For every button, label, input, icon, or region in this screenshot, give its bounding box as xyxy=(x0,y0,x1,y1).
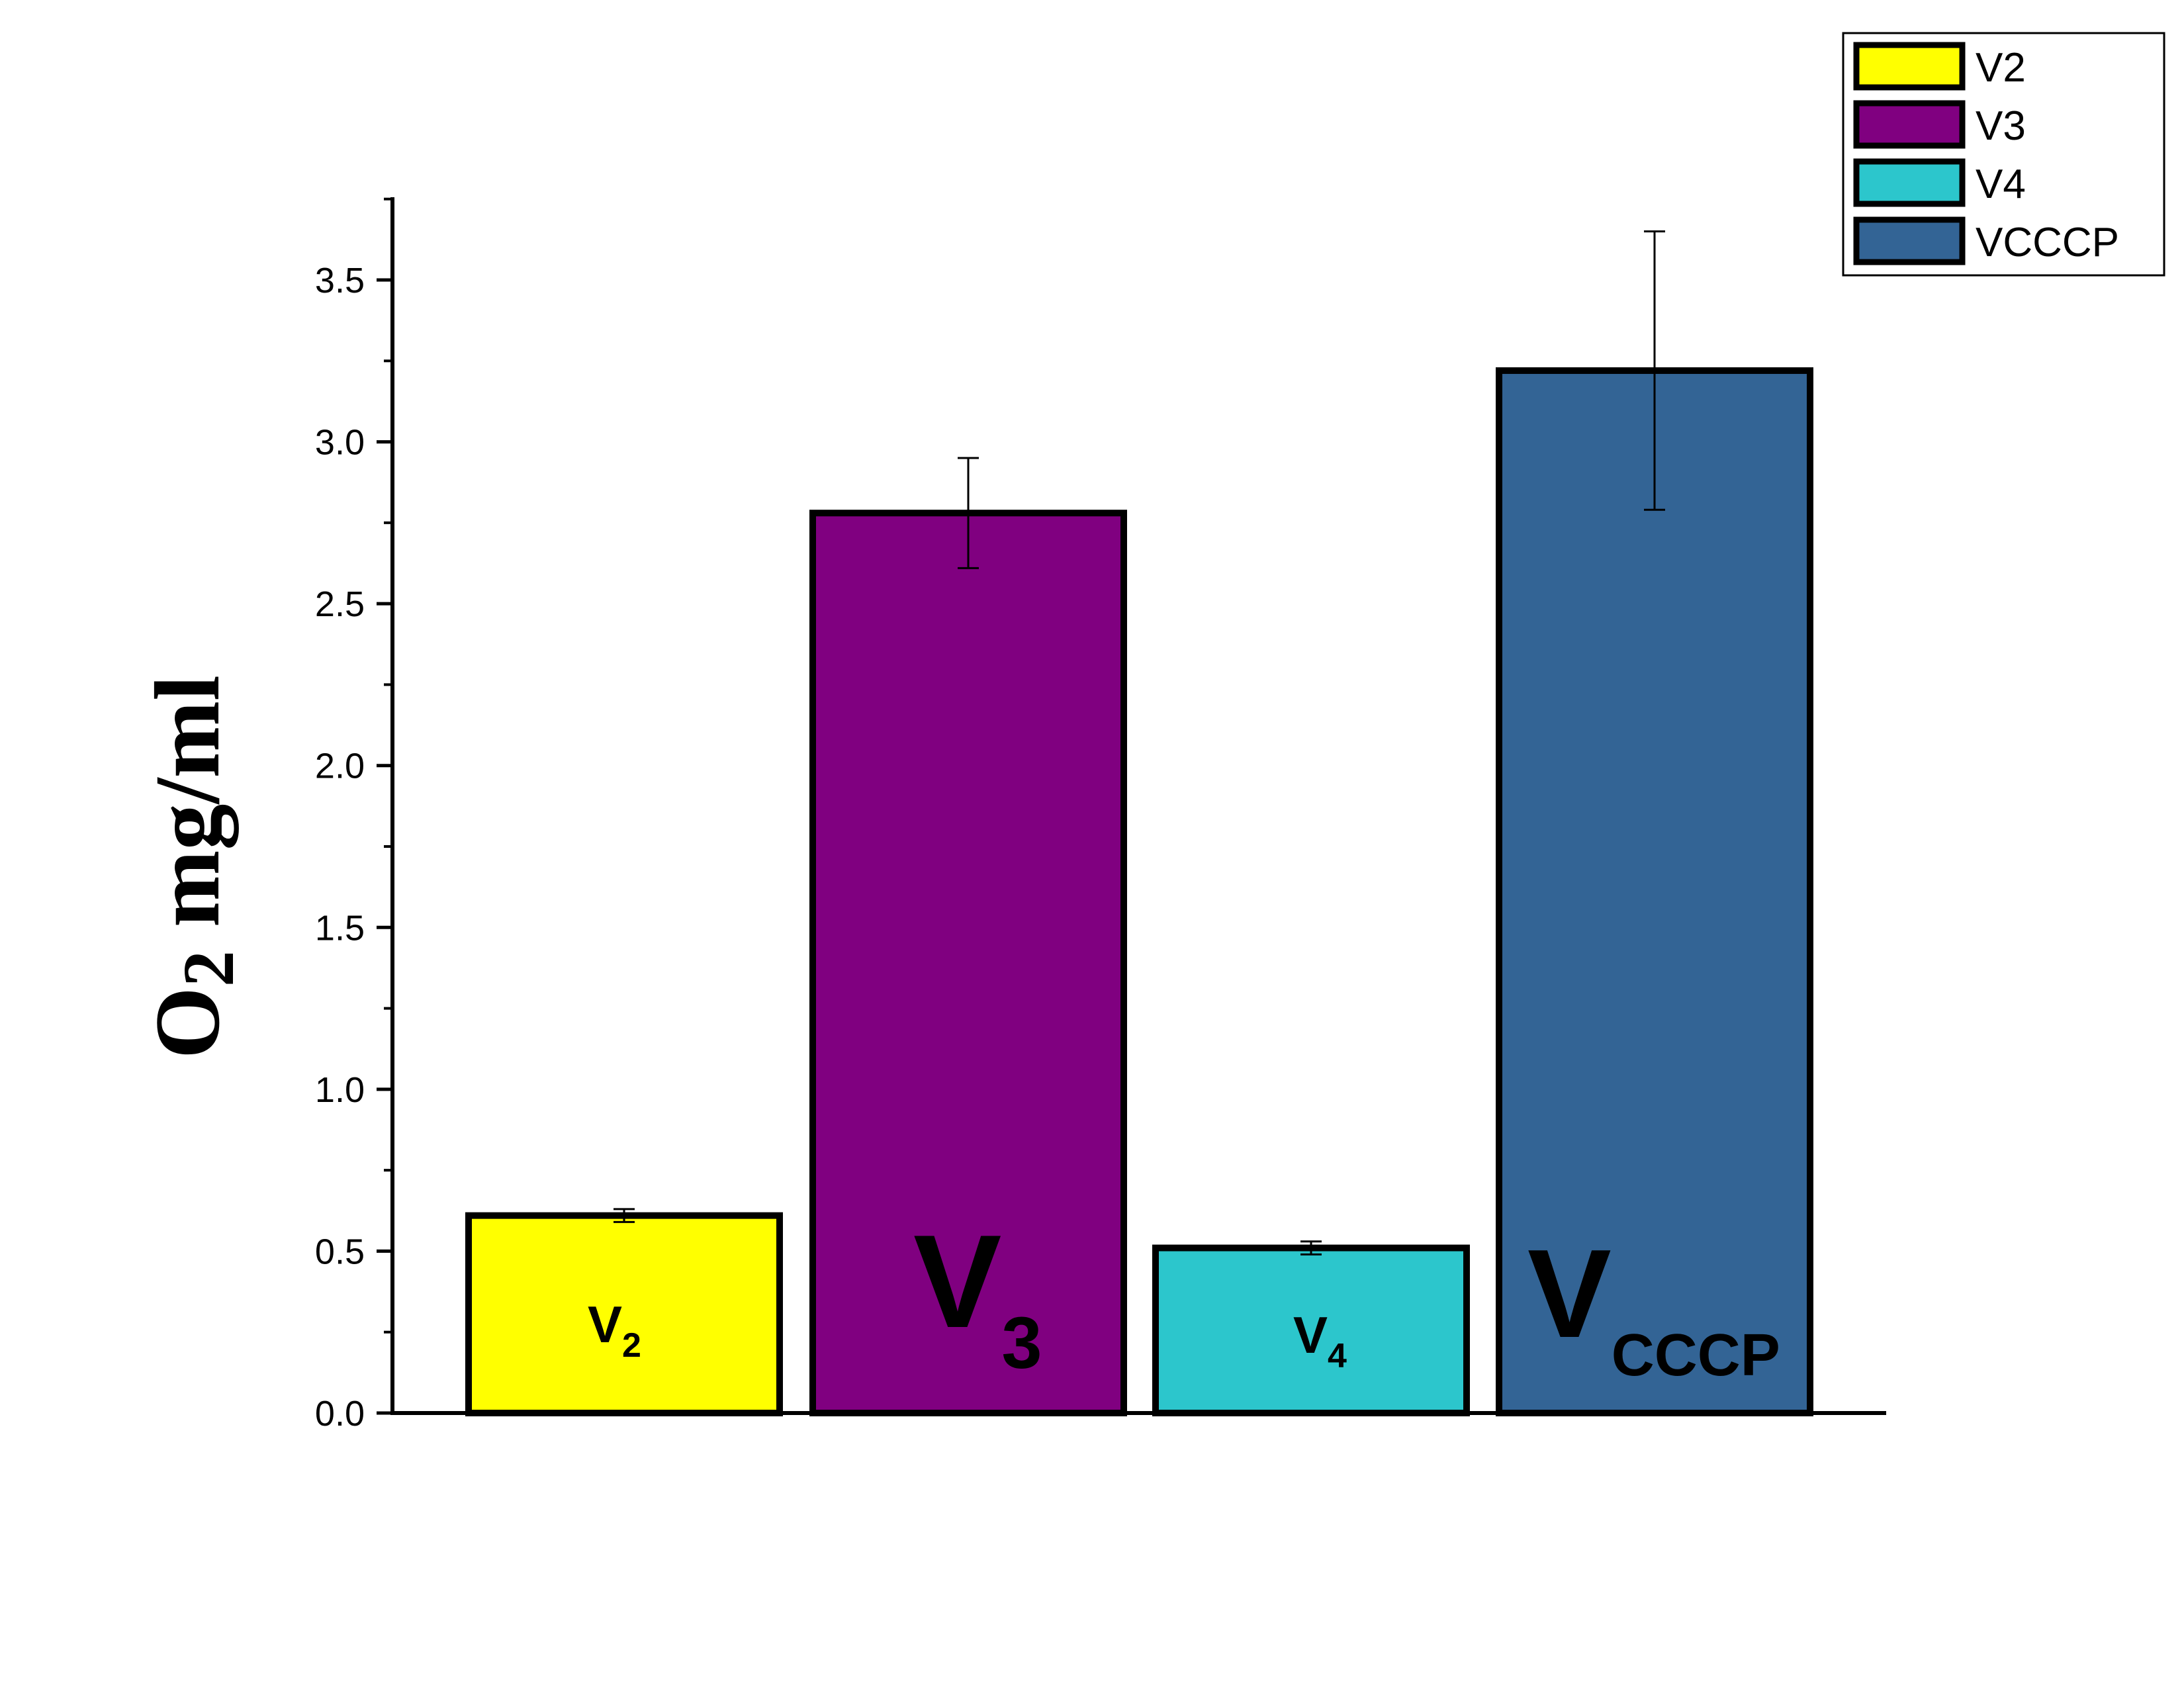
legend-swatch xyxy=(1853,216,1966,265)
legend-label: V3 xyxy=(1976,103,2026,149)
bar-label-main: V xyxy=(588,1295,622,1353)
legend-item-v4: V4 xyxy=(1853,158,2026,207)
error-bars xyxy=(614,230,1665,1256)
bar-vcccp xyxy=(1496,367,1813,1417)
error-bar-vcccp xyxy=(1644,230,1665,511)
legend-swatch xyxy=(1853,158,1966,207)
bar-v2 xyxy=(465,1212,783,1416)
y-axis: 0.0 0.5 1.0 1.5 2.0 2.5 3.0 3.5 xyxy=(315,197,1886,1434)
legend: V2 V3 V4 VCCCP xyxy=(1842,32,2165,277)
y-axis-label-sub: 2 xyxy=(168,950,249,987)
y-tick-label: 1.0 xyxy=(315,1070,365,1110)
error-bar-v3 xyxy=(958,457,979,569)
legend-item-v3: V3 xyxy=(1853,100,2026,149)
bar-label-v2: V2 xyxy=(588,1295,641,1365)
legend-swatch xyxy=(1853,42,1966,91)
bar-label-sub: CCCP xyxy=(1612,1322,1780,1389)
y-tick-label: 0.0 xyxy=(315,1394,365,1434)
bar-label-v3: V3 xyxy=(913,1208,1042,1384)
bar-label-v4: V4 xyxy=(1293,1306,1347,1375)
bar-labels: V2 V3 V4 VCCCP xyxy=(588,1208,1780,1389)
y-tick-label: 0.5 xyxy=(315,1232,365,1271)
y-axis-label-main: O xyxy=(136,987,239,1059)
y-tick-label: 3.0 xyxy=(315,423,365,463)
bar-v3 xyxy=(809,510,1127,1416)
legend-swatch xyxy=(1853,100,1966,149)
bar-label-main: V xyxy=(1293,1306,1328,1364)
error-bar-v4 xyxy=(1300,1240,1322,1256)
bar-label-sub: 2 xyxy=(622,1326,641,1365)
legend-label: VCCCP xyxy=(1976,220,2119,265)
y-tick-label: 3.5 xyxy=(315,261,365,300)
legend-label: V4 xyxy=(1976,161,2026,207)
error-bar-v2 xyxy=(614,1208,635,1223)
bar-label-vcccp: VCCCP xyxy=(1527,1224,1780,1389)
y-tick-label: 2.5 xyxy=(315,584,365,624)
bar-label-sub: 3 xyxy=(1001,1303,1042,1384)
y-axis-label: O2 mg/ml xyxy=(136,675,249,1059)
bar-label-main: V xyxy=(913,1208,1001,1355)
legend-item-v2: V2 xyxy=(1853,42,2026,91)
y-tick-label: 2.0 xyxy=(315,747,365,786)
legend-label: V2 xyxy=(1976,45,2026,91)
y-axis-label-rest: mg/ml xyxy=(136,675,239,950)
bar-label-sub: 4 xyxy=(1328,1337,1347,1375)
bar-label-main: V xyxy=(1527,1224,1612,1364)
legend-item-vcccp: VCCCP xyxy=(1853,216,2119,265)
y-tick-label: 1.5 xyxy=(315,908,365,948)
